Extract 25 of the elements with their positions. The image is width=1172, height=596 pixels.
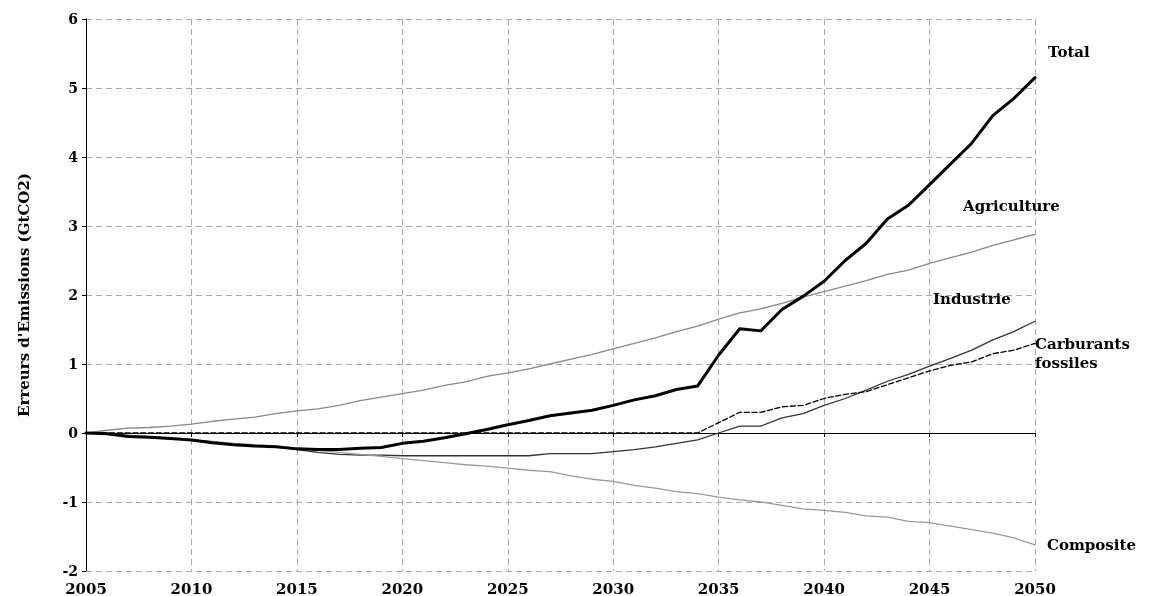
y-tick-label: 4 bbox=[68, 149, 79, 165]
series-label: Total bbox=[1048, 42, 1091, 61]
y-axis-title: Erreurs d'Emissions (GtCO2) bbox=[14, 173, 33, 417]
x-tick-label: 2045 bbox=[908, 579, 951, 596]
x-tick-label: 2035 bbox=[697, 579, 740, 596]
x-tick-label: 2010 bbox=[170, 579, 213, 596]
y-tick-label: 3 bbox=[68, 218, 78, 234]
x-tick-label: 2015 bbox=[276, 579, 318, 596]
y-tick-label: 5 bbox=[68, 80, 78, 96]
y-tick-label: -1 bbox=[62, 494, 78, 510]
y-tick-label: 2 bbox=[68, 287, 78, 303]
y-tick-label: -2 bbox=[62, 563, 78, 579]
series-label: Carburants fossiles bbox=[1035, 334, 1136, 372]
series-label: Composite bbox=[1047, 535, 1136, 554]
x-tick-label: 2005 bbox=[65, 579, 107, 596]
y-tick-label: 6 bbox=[68, 11, 78, 27]
x-tick-label: 2050 bbox=[1014, 579, 1056, 596]
series-label: Industrie bbox=[933, 290, 1011, 309]
text: Agriculture bbox=[962, 197, 1060, 216]
x-tick-label: 2030 bbox=[592, 579, 635, 596]
x-tick-label: 2040 bbox=[803, 579, 845, 596]
x-tick-label: 2020 bbox=[381, 579, 424, 596]
x-tick-label: 2025 bbox=[486, 579, 529, 596]
y-tick-label: 0 bbox=[68, 425, 79, 441]
y-tick-label: 1 bbox=[68, 356, 78, 372]
